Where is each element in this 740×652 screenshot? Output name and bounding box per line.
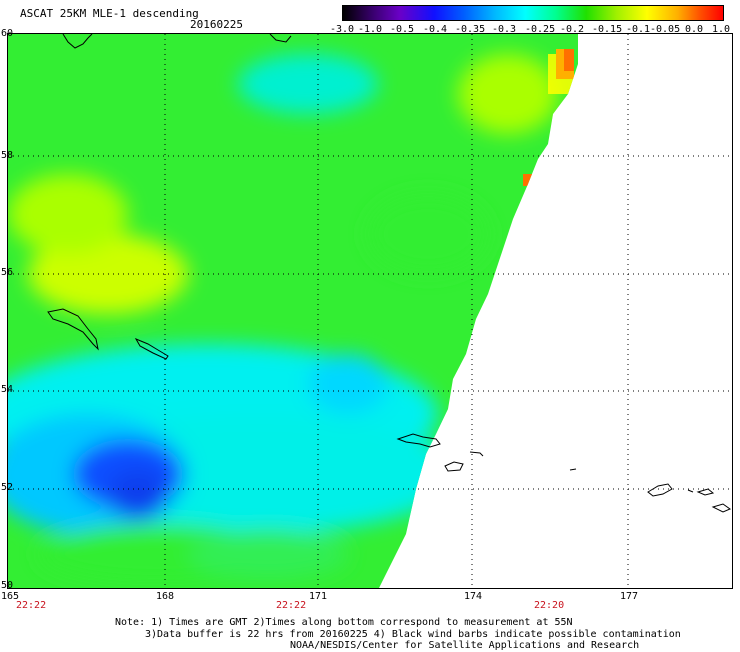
note-line-1: Note: 1) Times are GMT 2)Times along bot… (115, 617, 573, 628)
scale-label: -0.25 (525, 24, 556, 35)
coastlines (47, 34, 732, 513)
scale-label: -0.35 (455, 24, 486, 35)
lon-label-174: 174 (464, 591, 483, 602)
product-title: ASCAT 25KM MLE-1 descending (20, 7, 199, 20)
lat-label-50: 50 (1, 580, 14, 591)
time-label: 22:20 (534, 600, 565, 611)
lat-label-52: 52 (1, 482, 14, 493)
scale-label: -1.0 (358, 24, 383, 35)
lat-label-54: 54 (1, 384, 14, 395)
note-line-2: 3)Data buffer is 22 hrs from 20160225 4)… (145, 629, 681, 640)
satellite-swath-map[interactable] (7, 33, 733, 589)
scale-label: -3.0 (330, 24, 355, 35)
scale-label: 0.0 (685, 24, 704, 35)
lat-label-60: 60 (1, 28, 14, 39)
scale-label: 1.0 (712, 24, 731, 35)
color-scale-labels: -3.0 -1.0 -0.5 -0.4 -0.35 -0.3 -0.25 -0.… (330, 24, 730, 36)
lat-label-56: 56 (1, 267, 14, 278)
scale-label: -0.1 (626, 24, 651, 35)
scale-label: -0.4 (423, 24, 448, 35)
lon-label-165: 165 (1, 591, 20, 602)
color-scale-bar (342, 5, 724, 21)
scale-label: -0.15 (592, 24, 623, 35)
swath-data (8, 34, 578, 588)
lon-label-168: 168 (156, 591, 175, 602)
product-date: 20160225 (190, 18, 243, 31)
scale-label: -0.5 (390, 24, 415, 35)
scale-label: -0.2 (560, 24, 585, 35)
scale-label: -0.3 (492, 24, 517, 35)
lon-label-177: 177 (620, 591, 639, 602)
time-label: 22:22 (16, 600, 47, 611)
lon-label-171: 171 (309, 591, 328, 602)
lat-label-58: 58 (1, 150, 14, 161)
scale-label: -0.05 (650, 24, 681, 35)
gridlines (8, 34, 732, 588)
swath-image (8, 34, 732, 588)
note-line-3: NOAA/NESDIS/Center for Satellite Applica… (290, 640, 640, 651)
time-label: 22:22 (276, 600, 307, 611)
